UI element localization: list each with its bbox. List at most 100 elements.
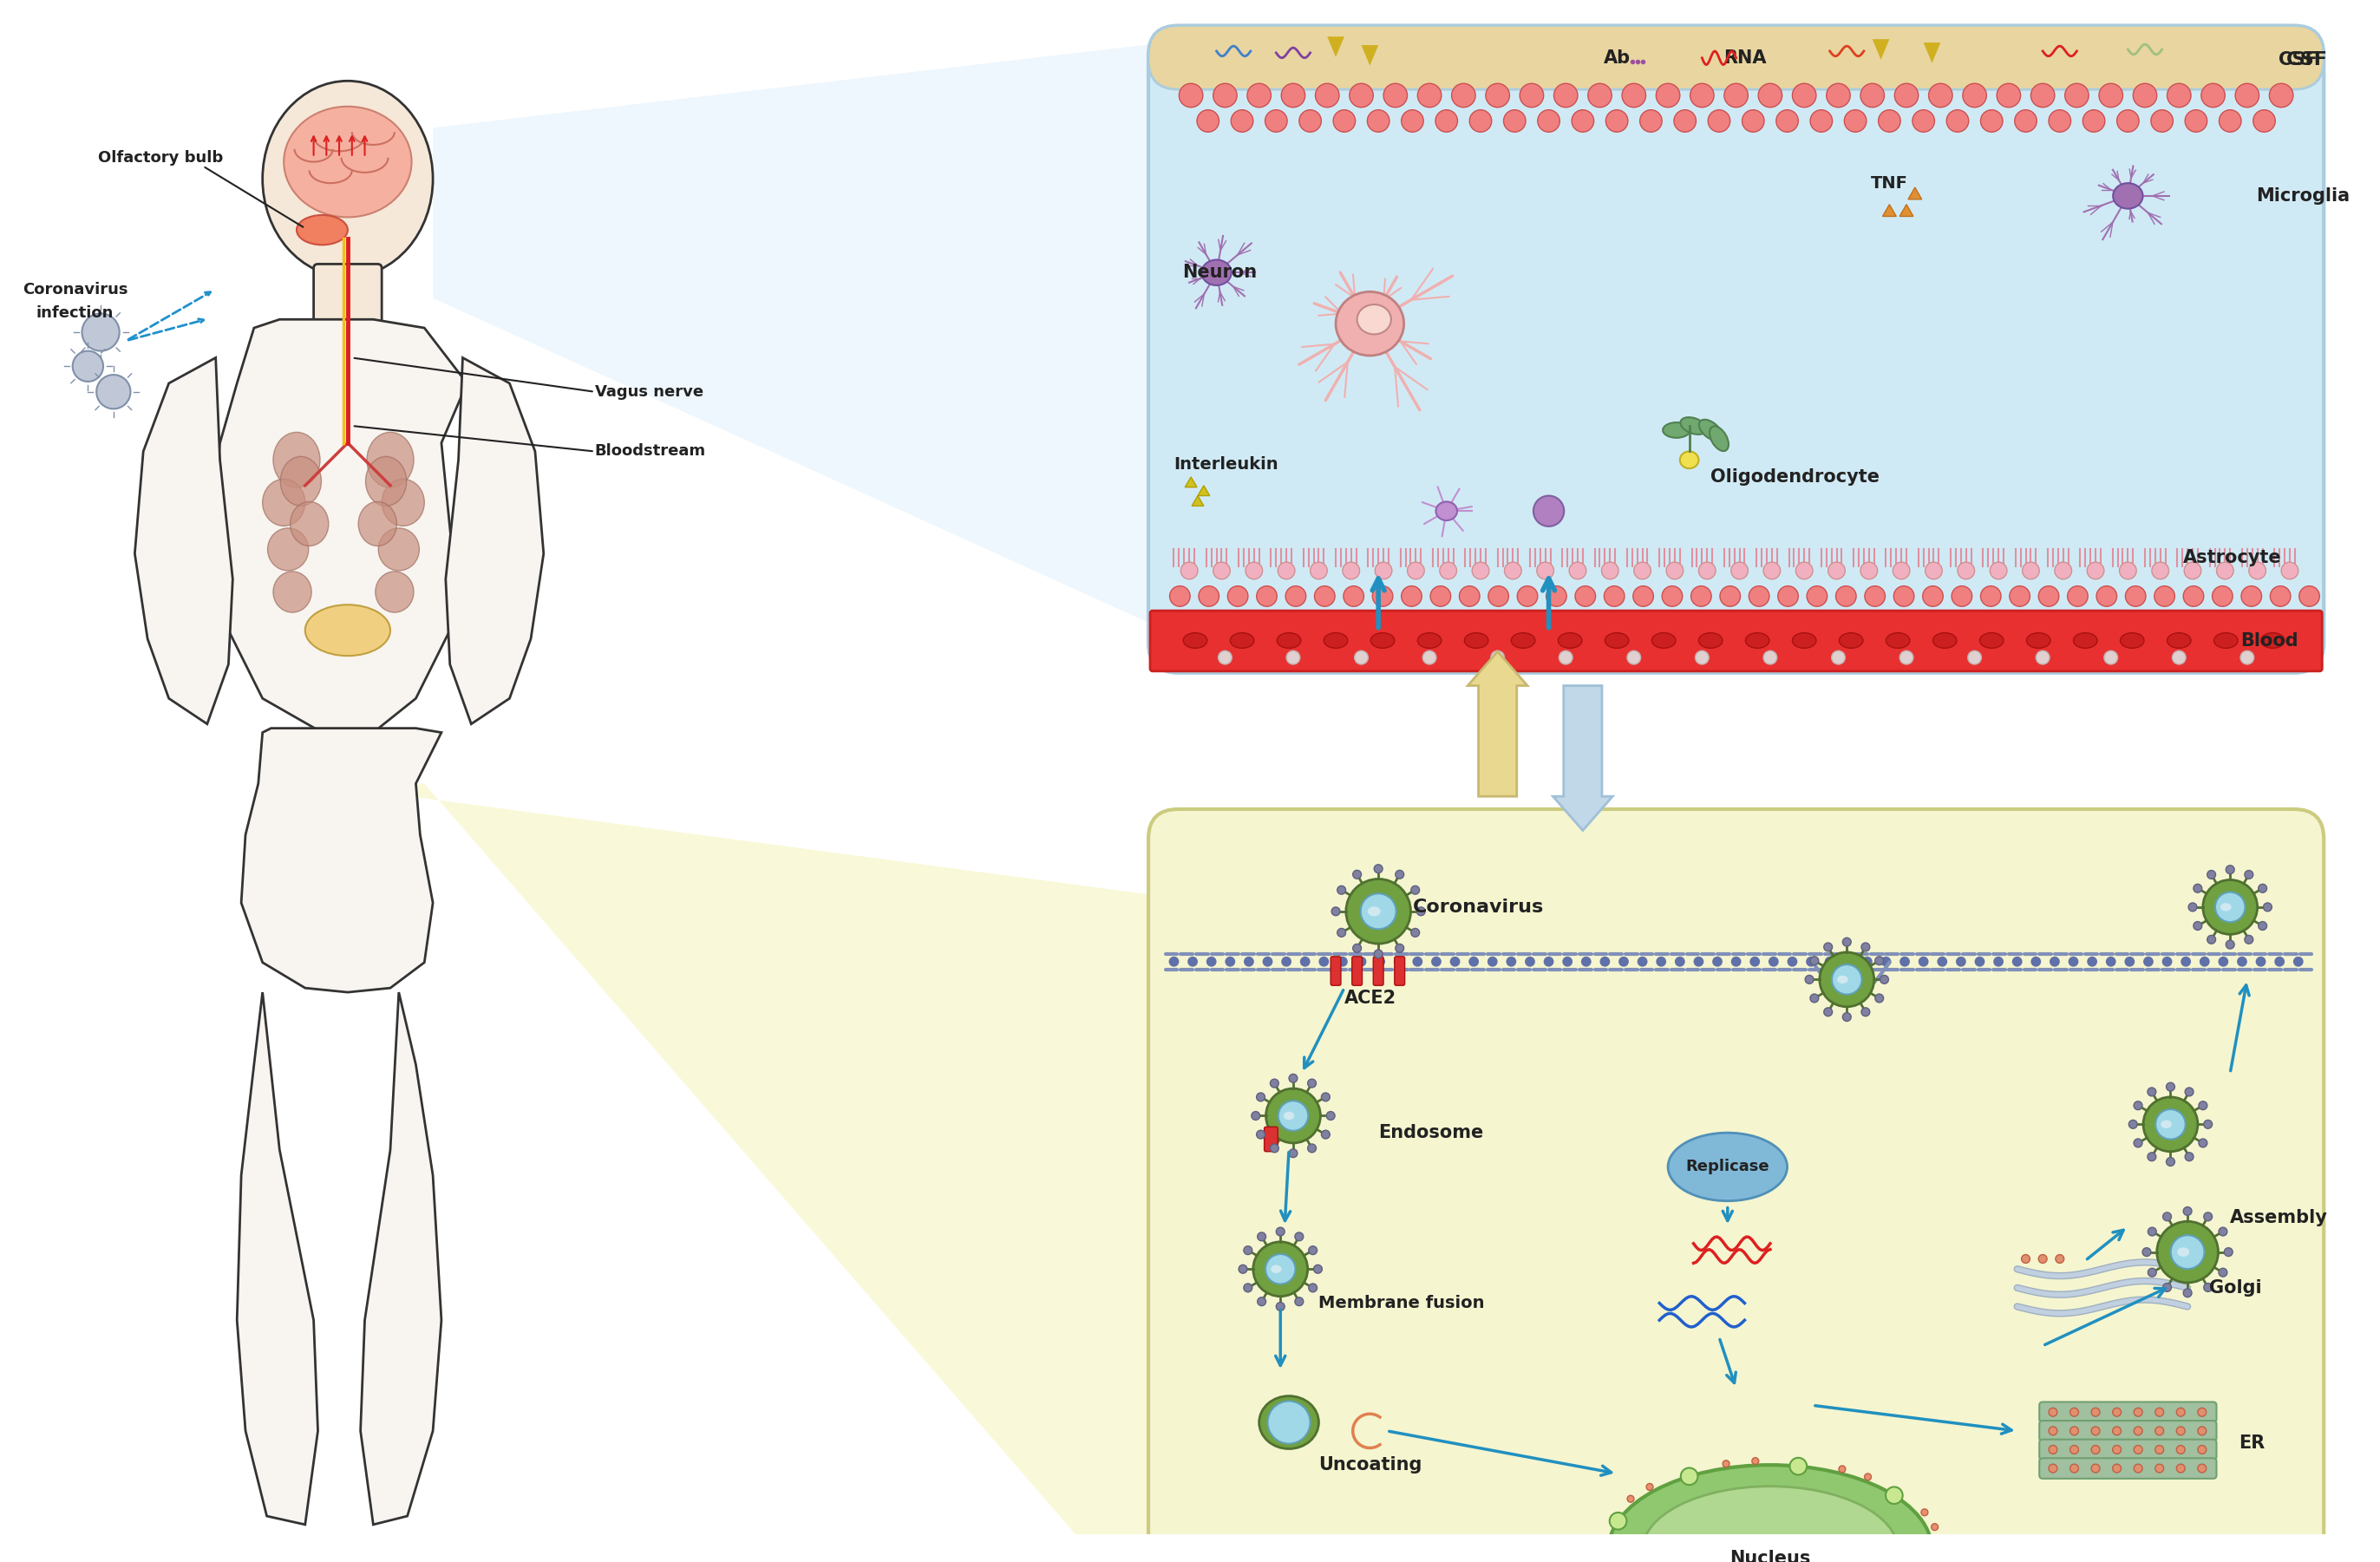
Circle shape: [1411, 956, 1423, 967]
Circle shape: [2011, 956, 2023, 967]
Ellipse shape: [274, 572, 312, 612]
Circle shape: [1537, 562, 1554, 580]
Circle shape: [2156, 1464, 2163, 1473]
Circle shape: [1899, 651, 1914, 664]
Circle shape: [2013, 109, 2037, 133]
Ellipse shape: [1511, 633, 1535, 648]
Circle shape: [2175, 1407, 2185, 1417]
Circle shape: [1395, 870, 1404, 879]
Circle shape: [2049, 1445, 2056, 1454]
Circle shape: [2182, 1289, 2192, 1296]
Circle shape: [1254, 1242, 1307, 1296]
Circle shape: [2197, 1445, 2206, 1454]
Circle shape: [1709, 109, 1730, 133]
Circle shape: [1561, 956, 1573, 967]
Circle shape: [2142, 1248, 2152, 1256]
Circle shape: [1278, 1101, 1309, 1131]
Circle shape: [2163, 1284, 2171, 1292]
Circle shape: [1352, 870, 1361, 879]
Circle shape: [1947, 109, 1968, 133]
Circle shape: [1361, 893, 1397, 929]
Circle shape: [2218, 1268, 2228, 1276]
Ellipse shape: [367, 433, 414, 487]
Circle shape: [1402, 109, 1423, 133]
Circle shape: [1468, 956, 1478, 967]
Circle shape: [2202, 83, 2225, 108]
Circle shape: [2199, 1101, 2206, 1109]
Ellipse shape: [1202, 259, 1230, 286]
Circle shape: [1892, 562, 1909, 580]
Circle shape: [2268, 83, 2294, 108]
Circle shape: [1373, 586, 1392, 606]
Circle shape: [2235, 83, 2259, 108]
Circle shape: [1928, 83, 1952, 108]
Circle shape: [1347, 879, 1411, 943]
Circle shape: [1269, 1401, 1311, 1443]
Circle shape: [1257, 1093, 1266, 1101]
Circle shape: [2152, 109, 2173, 133]
Circle shape: [1690, 586, 1711, 606]
Circle shape: [1811, 993, 1818, 1003]
Circle shape: [2056, 1254, 2063, 1264]
Ellipse shape: [1680, 451, 1699, 469]
Circle shape: [1690, 83, 1714, 108]
Ellipse shape: [1559, 633, 1583, 648]
Circle shape: [1554, 83, 1578, 108]
Circle shape: [1571, 109, 1595, 133]
Circle shape: [1271, 1143, 1278, 1153]
Circle shape: [1407, 562, 1423, 580]
Circle shape: [1266, 109, 1288, 133]
Ellipse shape: [1230, 633, 1254, 648]
Circle shape: [1411, 928, 1418, 937]
Circle shape: [2294, 956, 2304, 967]
FancyBboxPatch shape: [1150, 809, 2323, 1562]
Circle shape: [2092, 1426, 2099, 1435]
Circle shape: [2135, 1407, 2142, 1417]
Polygon shape: [238, 992, 319, 1525]
Circle shape: [1309, 1246, 1316, 1254]
Circle shape: [1609, 1512, 1626, 1529]
Circle shape: [1376, 562, 1392, 580]
Ellipse shape: [281, 456, 321, 506]
Circle shape: [1418, 83, 1442, 108]
Text: infection: infection: [36, 306, 114, 322]
Circle shape: [1628, 1495, 1635, 1503]
Circle shape: [1257, 1298, 1266, 1306]
Circle shape: [1576, 586, 1595, 606]
Circle shape: [2199, 1139, 2206, 1147]
Ellipse shape: [2113, 183, 2142, 209]
FancyArrow shape: [1554, 686, 1614, 831]
Circle shape: [1342, 586, 1364, 606]
Ellipse shape: [2178, 1248, 2190, 1257]
Ellipse shape: [1368, 906, 1380, 917]
Ellipse shape: [305, 604, 390, 656]
FancyBboxPatch shape: [2040, 1421, 2216, 1442]
Polygon shape: [1185, 476, 1197, 487]
Circle shape: [1207, 956, 1216, 967]
Circle shape: [1730, 956, 1742, 967]
Circle shape: [1373, 864, 1383, 873]
Circle shape: [2135, 1101, 2142, 1109]
Circle shape: [1333, 109, 1354, 133]
Ellipse shape: [1652, 633, 1676, 648]
Circle shape: [2144, 1097, 2197, 1151]
FancyBboxPatch shape: [2040, 1403, 2216, 1423]
Circle shape: [2135, 1139, 2142, 1147]
Text: RNA: RNA: [1723, 50, 1766, 67]
Circle shape: [2021, 1254, 2030, 1264]
Ellipse shape: [267, 528, 309, 570]
Circle shape: [98, 375, 131, 409]
Circle shape: [1188, 956, 1197, 967]
Circle shape: [1764, 651, 1778, 664]
Ellipse shape: [1371, 633, 1395, 648]
Text: Coronavirus: Coronavirus: [21, 281, 129, 297]
Circle shape: [1621, 83, 1647, 108]
Circle shape: [1952, 586, 1973, 606]
Ellipse shape: [1792, 633, 1816, 648]
Circle shape: [1257, 1131, 1266, 1139]
Circle shape: [2216, 892, 2244, 922]
Circle shape: [2194, 922, 2202, 929]
Ellipse shape: [1680, 417, 1706, 434]
Circle shape: [2204, 1284, 2213, 1292]
Circle shape: [1580, 956, 1592, 967]
